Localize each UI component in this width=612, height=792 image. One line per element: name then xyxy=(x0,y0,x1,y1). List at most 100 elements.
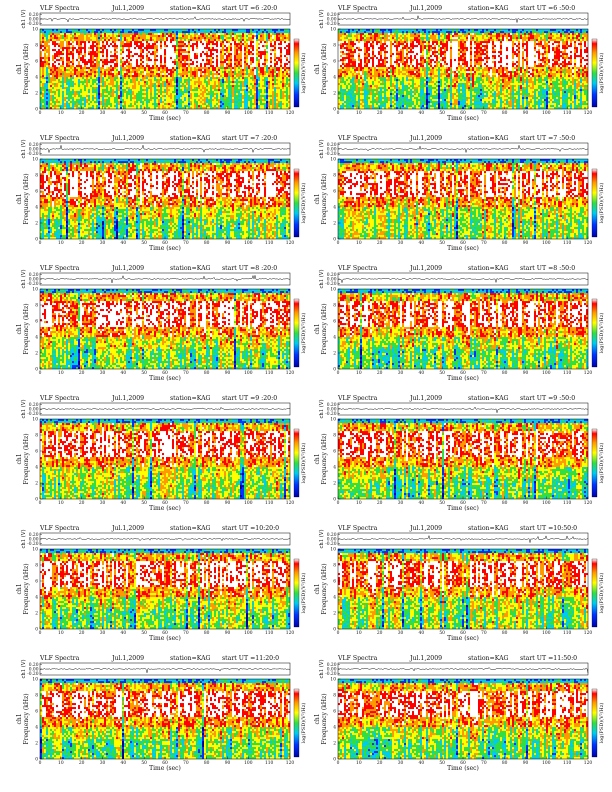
spectrogram-cell xyxy=(46,61,48,63)
spectrogram-cell xyxy=(78,59,80,61)
spectrogram-cell xyxy=(64,67,66,69)
spectrogram-cell xyxy=(54,55,56,57)
spectrogram-cell xyxy=(54,43,56,45)
spectrogram-cell xyxy=(96,47,98,49)
vlf-spectra-sheet: VLF Spectra Jul.1,2009 station=KAG start UT… xyxy=(0,0,612,792)
spectrogram-cell xyxy=(52,91,54,93)
spectrogram-cell xyxy=(66,55,68,57)
spectrogram-cell xyxy=(70,87,72,89)
spectrogram-cell xyxy=(96,107,98,109)
spectrogram-cell xyxy=(68,43,70,45)
spectrogram-cell xyxy=(48,91,50,93)
spectrogram-cell xyxy=(44,93,46,95)
spectrogram-cell xyxy=(40,71,42,73)
spectrogram-cell xyxy=(50,73,52,75)
spectrogram-cell xyxy=(40,103,42,105)
spectrogram-cell xyxy=(66,47,68,49)
spectrogram-cell xyxy=(110,61,112,63)
spectrogram-cell xyxy=(78,37,80,39)
spectrogram-cell xyxy=(58,87,60,89)
spectrogram-cell xyxy=(98,39,100,41)
spectrogram-cell xyxy=(56,99,58,101)
spectrogram-cell xyxy=(74,91,76,93)
spectrogram-cell xyxy=(76,67,78,69)
spectrogram-cell xyxy=(102,53,104,55)
spectrogram-cell xyxy=(50,85,52,87)
spectrogram-cell xyxy=(110,63,112,65)
spectrogram-cell xyxy=(96,83,98,85)
spectrogram-cell xyxy=(44,35,46,37)
spectrogram-cell xyxy=(94,43,96,45)
spectrogram-cell xyxy=(94,95,96,97)
spectrogram-cell xyxy=(70,77,72,79)
spectrogram-cell xyxy=(96,95,98,97)
spectrogram-cell xyxy=(110,73,112,75)
spectrogram-cell xyxy=(70,29,72,31)
spectrogram-cell xyxy=(110,69,112,71)
spectrogram-cell xyxy=(110,51,112,53)
spectrogram-cell xyxy=(114,89,116,91)
spectrogram-cell xyxy=(80,93,82,95)
spectrogram-cell xyxy=(50,107,52,109)
spectrogram-cell xyxy=(54,41,56,43)
spectrogram-cell xyxy=(70,83,72,85)
spectrogram-cell xyxy=(60,93,62,95)
spectrogram-cell xyxy=(66,75,68,77)
spectrogram-cell xyxy=(90,29,92,31)
spectrogram-cell xyxy=(106,83,108,85)
spectrogram-cell xyxy=(66,95,68,97)
spectrogram-cell xyxy=(112,57,114,59)
spectrogram-cell xyxy=(102,47,104,49)
spectrogram-cell xyxy=(90,61,92,63)
spectrogram-cell xyxy=(110,95,112,97)
spectrogram-cell xyxy=(42,87,44,89)
spectrogram-cell xyxy=(40,43,42,45)
spectrogram-cell xyxy=(104,91,106,93)
spectrogram-cell xyxy=(60,65,62,67)
spectrogram-cell xyxy=(114,97,116,99)
spectrogram-cell xyxy=(62,93,64,95)
spectrogram-cell xyxy=(102,101,104,103)
spectrogram-cell xyxy=(106,105,108,107)
spectrogram-cell xyxy=(106,41,108,43)
spectrogram-cell xyxy=(90,45,92,47)
spectrogram-cell xyxy=(110,59,112,61)
spectrogram-cell xyxy=(110,79,112,81)
spectrogram-cell xyxy=(40,77,42,79)
spectrogram-cell xyxy=(90,75,92,77)
spectrogram-cell xyxy=(56,49,58,51)
spectrogram-cell xyxy=(92,45,94,47)
spectrogram-cell xyxy=(114,85,116,87)
spectrogram-cell xyxy=(98,95,100,97)
spectrogram-cell xyxy=(58,55,60,57)
spectrogram-cell xyxy=(72,73,74,75)
spectrogram-cell xyxy=(60,95,62,97)
spectrogram-cell xyxy=(96,79,98,81)
spectrogram-cell xyxy=(98,57,100,59)
spectrogram-cell xyxy=(92,105,94,107)
spectrogram-cell xyxy=(82,71,84,73)
spectrogram-cell xyxy=(62,53,64,55)
spectrogram-cell xyxy=(102,95,104,97)
spectrogram-cell xyxy=(42,97,44,99)
spectrogram-cell xyxy=(44,81,46,83)
spectrogram-cell xyxy=(42,69,44,71)
spectrogram-cell xyxy=(100,87,102,89)
spectrogram-cell xyxy=(108,105,110,107)
spectrogram-cell xyxy=(60,33,62,35)
spectrogram-cell xyxy=(46,51,48,53)
spectrogram-cell xyxy=(72,49,74,51)
spectrogram-cell xyxy=(58,41,60,43)
spectrogram-cell xyxy=(40,41,42,43)
spectrogram-cell xyxy=(88,59,90,61)
spectrogram-cell xyxy=(92,77,94,79)
spectrogram-cell xyxy=(48,35,50,37)
spectrogram-cell xyxy=(88,55,90,57)
spectrogram-cell xyxy=(66,85,68,87)
spectrogram-cell xyxy=(104,31,106,33)
spectrogram-cell xyxy=(80,31,82,33)
waveform-tick-label: -0.20 xyxy=(27,22,38,27)
spectrogram-cell xyxy=(48,41,50,43)
spectrogram-cell xyxy=(84,53,86,55)
spectrogram-cell xyxy=(54,29,56,31)
